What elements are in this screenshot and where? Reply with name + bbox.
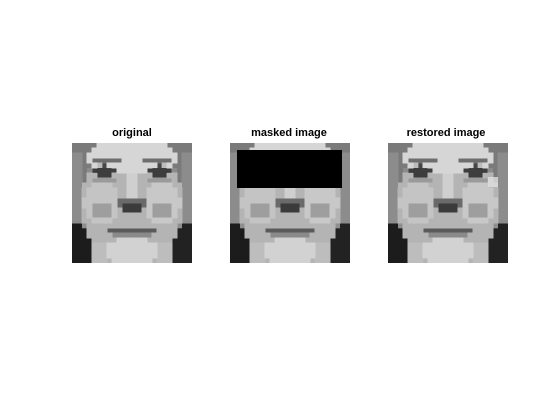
panel-title-restored: restored image — [406, 127, 486, 139]
restored-face-image — [388, 143, 508, 263]
mask-bar — [237, 150, 342, 188]
original-face-image — [72, 143, 192, 263]
masked-face-image — [230, 143, 350, 263]
panel-title-masked: masked image — [251, 127, 327, 139]
panel-title-original: original — [112, 127, 152, 139]
